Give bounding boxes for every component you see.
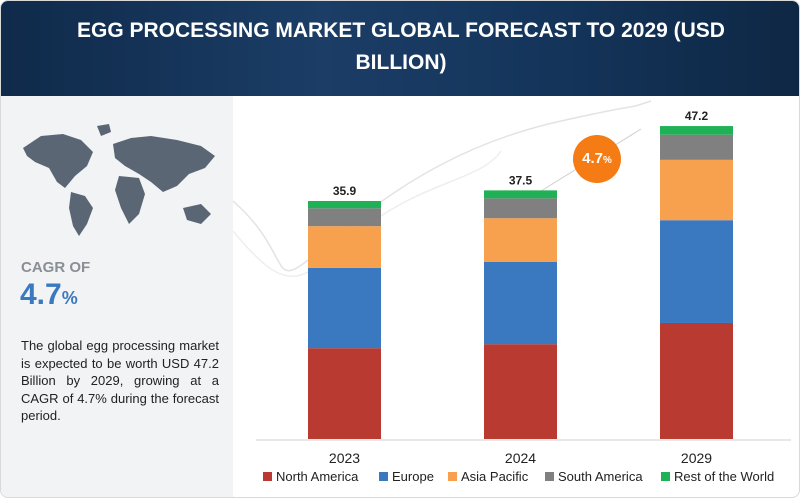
- total-label: 35.9: [333, 184, 357, 198]
- bar-segment: [308, 348, 381, 439]
- chart-title: EGG PROCESSING MARKET GLOBAL FORECAST TO…: [77, 19, 725, 74]
- total-label: 47.2: [685, 109, 709, 123]
- x-tick-label: 2023: [329, 450, 360, 466]
- bar-segment: [660, 322, 733, 439]
- legend-label: Rest of the World: [674, 469, 774, 484]
- bar-segment: [484, 190, 557, 199]
- cagr-bubble-label: 4.7%: [582, 150, 612, 167]
- legend-swatch: [661, 472, 670, 481]
- legend-swatch: [379, 472, 388, 481]
- legend-swatch: [263, 472, 272, 481]
- cagr-unit: %: [61, 288, 78, 308]
- bar-segment: [660, 220, 733, 323]
- bar-segment: [308, 226, 381, 268]
- bar-segment: [660, 126, 733, 135]
- bar-segment: [484, 344, 557, 439]
- description: The global egg processing market is expe…: [21, 338, 219, 423]
- header-banner: EGG PROCESSING MARKET GLOBAL FORECAST TO…: [1, 1, 799, 96]
- legend-swatch: [448, 472, 457, 481]
- x-tick-label: 2024: [505, 450, 536, 466]
- legend-label: North America: [276, 469, 359, 484]
- bar-segment: [308, 200, 381, 209]
- cagr-bubble: [573, 135, 621, 183]
- bar-segment: [484, 261, 557, 345]
- cagr-bubble-number: 4.7: [582, 150, 603, 167]
- cagr-label: CAGR OF: [21, 259, 91, 276]
- bar-segment: [308, 267, 381, 349]
- decor-curve: [232, 100, 652, 272]
- legend-label: Europe: [392, 469, 434, 484]
- cagr-number: 4.7: [20, 278, 62, 311]
- total-label: 37.5: [509, 173, 533, 187]
- x-tick-label: 2029: [681, 450, 712, 466]
- side-panel: CAGR OF 4.7% The global egg processing m…: [1, 96, 233, 497]
- legend-swatch: [545, 472, 554, 481]
- cagr-bubble-unit: %: [603, 155, 612, 166]
- legend-label: Asia Pacific: [461, 469, 529, 484]
- bar-segment: [484, 218, 557, 262]
- cagr-value: 4.7%: [20, 278, 78, 312]
- bar-segment: [308, 208, 381, 227]
- bar-segment: [660, 159, 733, 221]
- bar-segment: [484, 198, 557, 219]
- bar-segment: [660, 134, 733, 160]
- legend-label: South America: [558, 469, 643, 484]
- world-map: [23, 124, 215, 236]
